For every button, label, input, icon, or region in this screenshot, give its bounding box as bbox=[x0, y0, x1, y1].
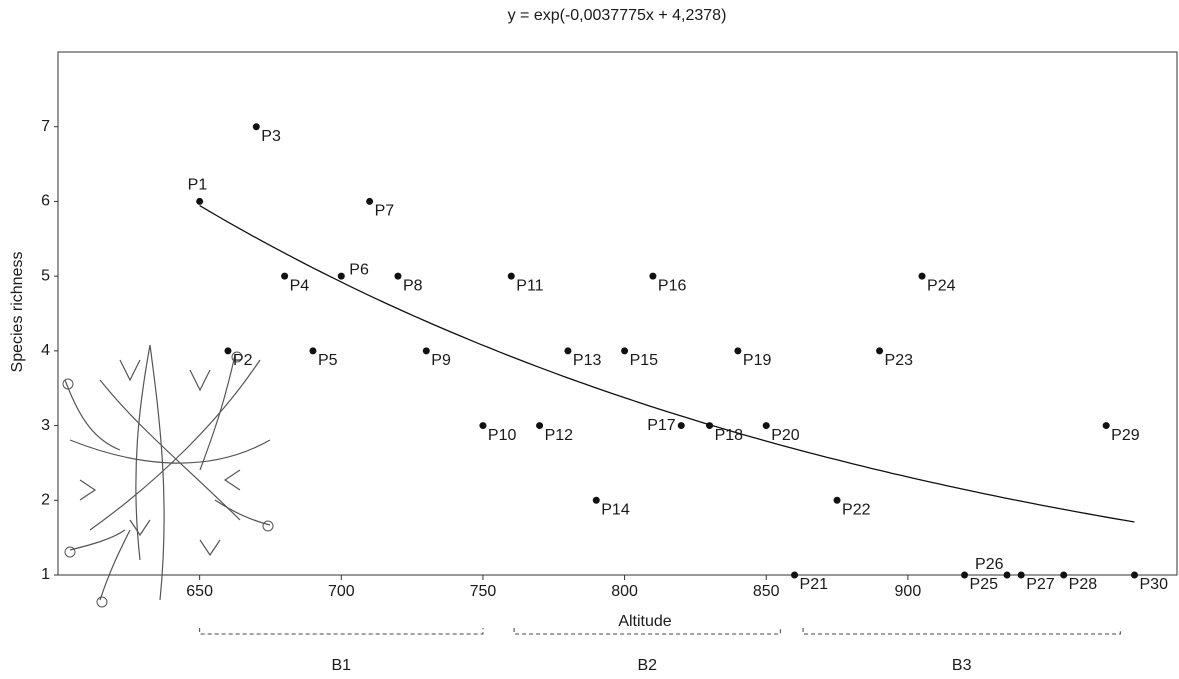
point-label: P9 bbox=[431, 352, 451, 369]
point bbox=[677, 422, 685, 430]
point-label: P28 bbox=[1069, 576, 1098, 593]
point bbox=[1102, 422, 1110, 430]
y-tick-label: 5 bbox=[41, 267, 50, 284]
point-label: P18 bbox=[715, 427, 744, 444]
point-label: P2 bbox=[233, 352, 253, 369]
point bbox=[1003, 571, 1011, 579]
x-tick-label: 750 bbox=[470, 583, 497, 600]
point-label: P10 bbox=[488, 427, 517, 444]
point-label: P20 bbox=[771, 427, 800, 444]
point-label: P25 bbox=[970, 576, 999, 593]
point-label: P14 bbox=[601, 502, 630, 519]
point bbox=[762, 422, 770, 430]
point-label: P19 bbox=[743, 352, 772, 369]
point-label: P29 bbox=[1111, 427, 1140, 444]
y-tick-label: 7 bbox=[41, 118, 50, 135]
point bbox=[281, 272, 289, 280]
point-label: P13 bbox=[573, 352, 602, 369]
chart-title: y = exp(-0,0037775x + 4,2378) bbox=[508, 7, 727, 24]
point-label: P26 bbox=[975, 556, 1004, 573]
point bbox=[592, 496, 600, 504]
y-tick-label: 4 bbox=[41, 342, 50, 359]
group-label: B3 bbox=[952, 657, 972, 674]
point-label: P12 bbox=[545, 427, 574, 444]
y-tick-label: 6 bbox=[41, 193, 50, 210]
point-label: P23 bbox=[885, 352, 914, 369]
point bbox=[918, 272, 926, 280]
point bbox=[734, 347, 742, 355]
y-tick-label: 1 bbox=[41, 566, 50, 583]
point-label: P4 bbox=[290, 277, 310, 294]
point-label: P21 bbox=[800, 576, 829, 593]
plot-frame bbox=[57, 51, 1178, 576]
point-label: P1 bbox=[188, 177, 208, 194]
point-label: P8 bbox=[403, 277, 423, 294]
x-tick-label: 850 bbox=[753, 583, 780, 600]
group-bracket bbox=[199, 628, 484, 635]
point-label: P15 bbox=[630, 352, 659, 369]
group-bracket bbox=[802, 628, 1121, 635]
point-label: P11 bbox=[516, 277, 543, 294]
group-bracket bbox=[513, 628, 781, 635]
y-tick-label: 3 bbox=[41, 417, 50, 434]
point-label: P5 bbox=[318, 352, 338, 369]
point bbox=[196, 197, 204, 205]
point-label: P27 bbox=[1026, 576, 1055, 593]
x-tick-label: 700 bbox=[328, 583, 355, 600]
point bbox=[876, 347, 884, 355]
x-tick-label: 800 bbox=[611, 583, 638, 600]
point bbox=[833, 496, 841, 504]
point bbox=[706, 422, 714, 430]
point bbox=[366, 197, 374, 205]
point-label: P22 bbox=[842, 502, 871, 519]
point-label: P24 bbox=[927, 277, 956, 294]
point-label: P3 bbox=[261, 128, 281, 145]
point bbox=[536, 422, 544, 430]
point-label: P6 bbox=[349, 261, 369, 278]
point bbox=[1060, 571, 1068, 579]
point bbox=[422, 347, 430, 355]
x-axis-label: Altitude bbox=[618, 613, 671, 630]
point-label: P16 bbox=[658, 277, 687, 294]
y-tick-label: 2 bbox=[41, 492, 50, 509]
point bbox=[394, 272, 402, 280]
point bbox=[507, 272, 515, 280]
y-axis-label: Species richness bbox=[9, 252, 26, 373]
fit-curve bbox=[199, 205, 1135, 523]
group-label: B2 bbox=[637, 657, 657, 674]
plant-illustration bbox=[62, 344, 274, 608]
point bbox=[649, 272, 657, 280]
point bbox=[961, 571, 969, 579]
x-tick-label: 900 bbox=[895, 583, 922, 600]
point bbox=[564, 347, 572, 355]
point bbox=[791, 571, 799, 579]
point-label: P7 bbox=[375, 203, 395, 220]
group-label: B1 bbox=[332, 657, 352, 674]
point bbox=[621, 347, 629, 355]
point bbox=[309, 347, 317, 355]
point bbox=[337, 272, 345, 280]
point bbox=[252, 123, 260, 131]
point bbox=[224, 347, 232, 355]
point-label: P17 bbox=[647, 417, 676, 434]
point bbox=[1017, 571, 1025, 579]
x-tick-label: 650 bbox=[186, 583, 213, 600]
point bbox=[1131, 571, 1139, 579]
point-label: P30 bbox=[1140, 576, 1169, 593]
point bbox=[479, 422, 487, 430]
